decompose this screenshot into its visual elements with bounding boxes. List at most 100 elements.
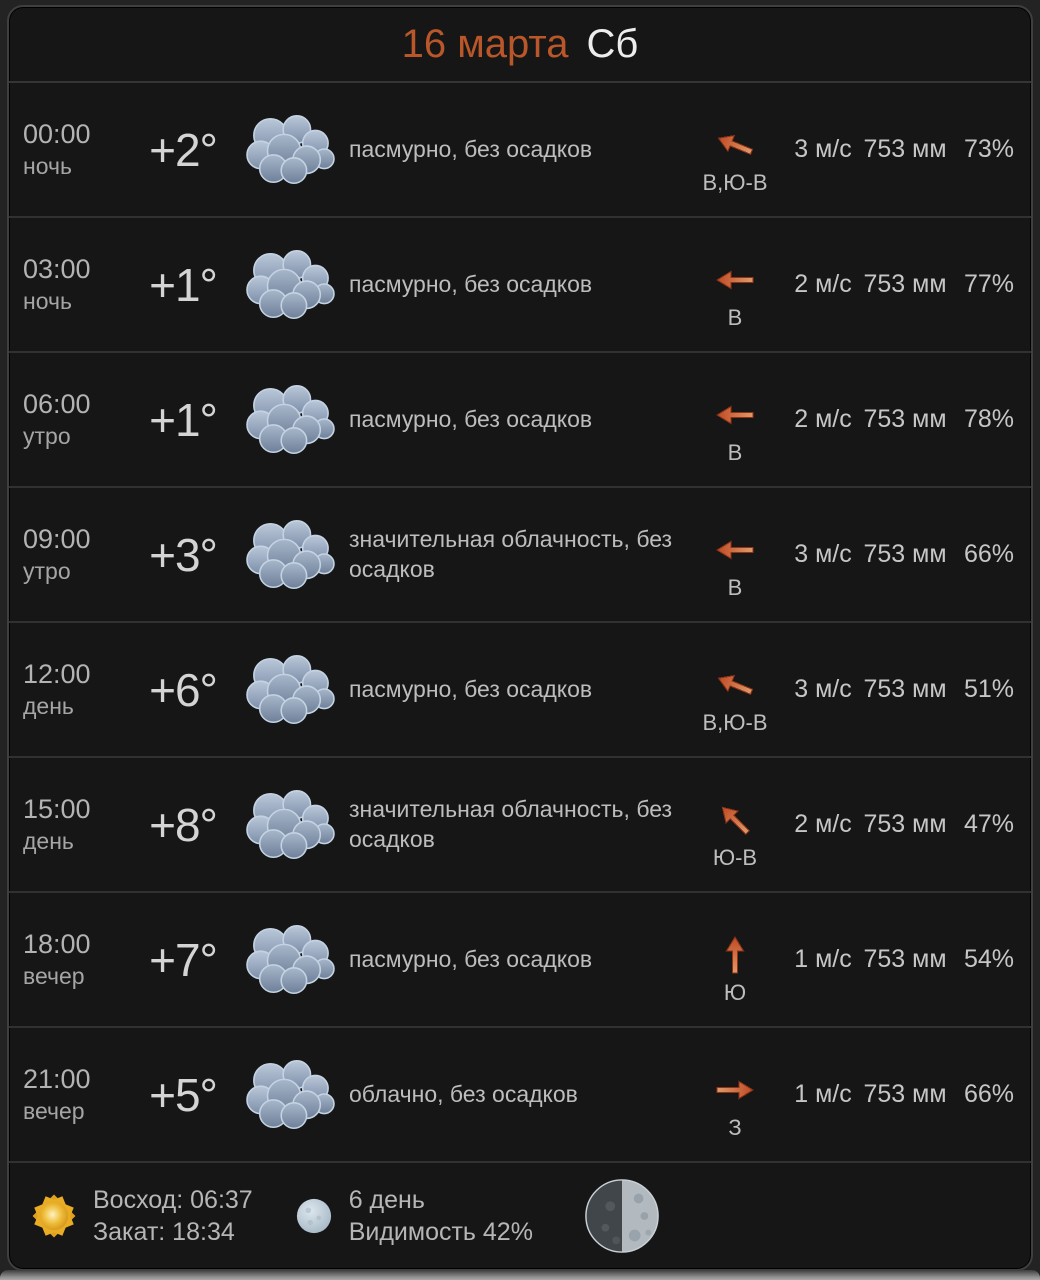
pressure-value: 753 мм — [863, 810, 947, 838]
pressure-value: 753 мм — [863, 135, 947, 163]
period-label: ночь — [23, 153, 72, 179]
card-footer: Восход: 06:37 Закат: 18:34 6 день Видимо… — [9, 1163, 1031, 1269]
pressure-value: 753 мм — [863, 675, 947, 703]
cloud-icon — [231, 782, 349, 868]
condition-text: пасмурно, без осадков — [349, 675, 593, 702]
wind-direction-label: З — [728, 1114, 742, 1140]
period-label: день — [23, 828, 74, 854]
time-cell: 21:00 вечер — [23, 1064, 135, 1125]
forecast-row: 18:00 вечер +7° пасмурно, без осадков Ю … — [9, 893, 1031, 1028]
pressure-value: 753 мм — [863, 945, 947, 973]
forecast-row: 03:00 ночь +1° пасмурно, без осадков В 2… — [9, 218, 1031, 353]
card-header: 16 марта Сб — [9, 7, 1031, 83]
time-cell: 00:00 ночь — [23, 119, 135, 180]
pressure-value: 753 мм — [863, 405, 947, 433]
wind-speed-value: 1 м/с — [794, 1080, 852, 1108]
moon-day-label: 6 день — [348, 1186, 425, 1214]
forecast-row: 09:00 утро +3° значительная облачность, … — [9, 488, 1031, 623]
wind-arrow-icon — [708, 117, 763, 172]
temperature-value: +1° — [149, 393, 218, 446]
wind-speed-value: 2 м/с — [794, 270, 852, 298]
moon-visibility-label: Видимость 42% — [348, 1218, 533, 1246]
time-cell: 18:00 вечер — [23, 929, 135, 990]
weekday-label: Сб — [586, 21, 639, 66]
forecast-row: 06:00 утро +1° пасмурно, без осадков В 2… — [9, 353, 1031, 488]
wind-cell: З — [685, 1069, 785, 1141]
wind-cell: В — [685, 259, 785, 331]
forecast-row: 00:00 ночь +2° пасмурно, без осадков В,Ю… — [9, 83, 1031, 218]
moon-info: 6 день Видимость 42% — [349, 1184, 533, 1248]
time-label: 21:00 — [23, 1064, 91, 1094]
pressure-value: 753 мм — [863, 540, 947, 568]
wind-direction-label: Ю-В — [712, 844, 758, 870]
sun-icon — [31, 1193, 77, 1239]
cloud-icon — [231, 647, 349, 733]
condition-text: пасмурно, без осадков — [349, 135, 593, 162]
forecast-row: 12:00 день +6° пасмурно, без осадков В,Ю… — [9, 623, 1031, 758]
wind-arrow-icon — [708, 657, 763, 712]
temperature-value: +6° — [149, 663, 218, 716]
wind-speed-value: 3 м/с — [794, 135, 852, 163]
wind-cell: Ю — [685, 934, 785, 1006]
wind-arrow-icon — [714, 394, 756, 436]
wind-arrow-icon — [714, 259, 756, 301]
wind-speed-value: 3 м/с — [794, 675, 852, 703]
wind-speed-value: 2 м/с — [794, 810, 852, 838]
temperature-value: +8° — [149, 798, 218, 851]
time-label: 15:00 — [23, 794, 91, 824]
condition-text: значительная облачность, без осадков — [349, 795, 673, 852]
time-label: 12:00 — [23, 659, 91, 689]
wind-speed-value: 2 м/с — [794, 405, 852, 433]
time-label: 03:00 — [23, 254, 91, 284]
wind-arrow-icon — [705, 790, 764, 849]
humidity-value: 51% — [963, 675, 1015, 703]
sun-times: Восход: 06:37 Закат: 18:34 — [93, 1184, 253, 1248]
temperature-value: +3° — [149, 528, 218, 581]
pressure-value: 753 мм — [863, 1080, 947, 1108]
time-cell: 09:00 утро — [23, 524, 135, 585]
pressure-value: 753 мм — [863, 270, 947, 298]
forecast-row: 15:00 день +8° значительная облачность, … — [9, 758, 1031, 893]
time-cell: 15:00 день — [23, 794, 135, 855]
time-cell: 12:00 день — [23, 659, 135, 720]
wind-cell: Ю-В — [685, 799, 785, 871]
moon-phase-icon — [583, 1177, 661, 1255]
temperature-value: +1° — [149, 258, 218, 311]
sunrise-label: Восход: 06:37 — [93, 1186, 253, 1214]
period-label: вечер — [23, 963, 85, 989]
time-label: 06:00 — [23, 389, 91, 419]
humidity-value: 73% — [963, 135, 1015, 163]
period-label: день — [23, 693, 74, 719]
time-label: 09:00 — [23, 524, 91, 554]
moon-icon — [295, 1197, 333, 1235]
wind-direction-label: В,Ю-В — [702, 709, 768, 735]
period-label: вечер — [23, 1098, 85, 1124]
wind-arrow-icon — [714, 529, 756, 571]
humidity-value: 66% — [963, 540, 1015, 568]
humidity-value: 54% — [963, 945, 1015, 973]
temperature-value: +2° — [149, 123, 218, 176]
wind-speed-value: 3 м/с — [794, 540, 852, 568]
page-bottom-strip — [0, 1270, 1040, 1280]
forecast-card: 16 марта Сб 00:00 ночь +2° пасмурно, без… — [7, 5, 1033, 1271]
period-label: ночь — [23, 288, 72, 314]
condition-text: пасмурно, без осадков — [349, 270, 593, 297]
cloud-icon — [231, 1052, 349, 1138]
cloud-icon — [231, 512, 349, 598]
wind-arrow-icon — [714, 1069, 756, 1111]
cloud-icon — [231, 242, 349, 328]
wind-cell: В — [685, 394, 785, 466]
wind-direction-label: В — [727, 439, 743, 465]
humidity-value: 78% — [963, 405, 1015, 433]
wind-direction-label: Ю — [723, 979, 747, 1005]
period-label: утро — [23, 423, 71, 449]
condition-text: облачно, без осадков — [349, 1080, 578, 1107]
wind-direction-label: В — [727, 304, 743, 330]
time-cell: 06:00 утро — [23, 389, 135, 450]
humidity-value: 66% — [963, 1080, 1015, 1108]
cloud-icon — [231, 107, 349, 193]
wind-direction-label: В,Ю-В — [702, 169, 768, 195]
cloud-icon — [231, 917, 349, 1003]
condition-text: пасмурно, без осадков — [349, 945, 593, 972]
forecast-row: 21:00 вечер +5° облачно, без осадков З 1… — [9, 1028, 1031, 1163]
